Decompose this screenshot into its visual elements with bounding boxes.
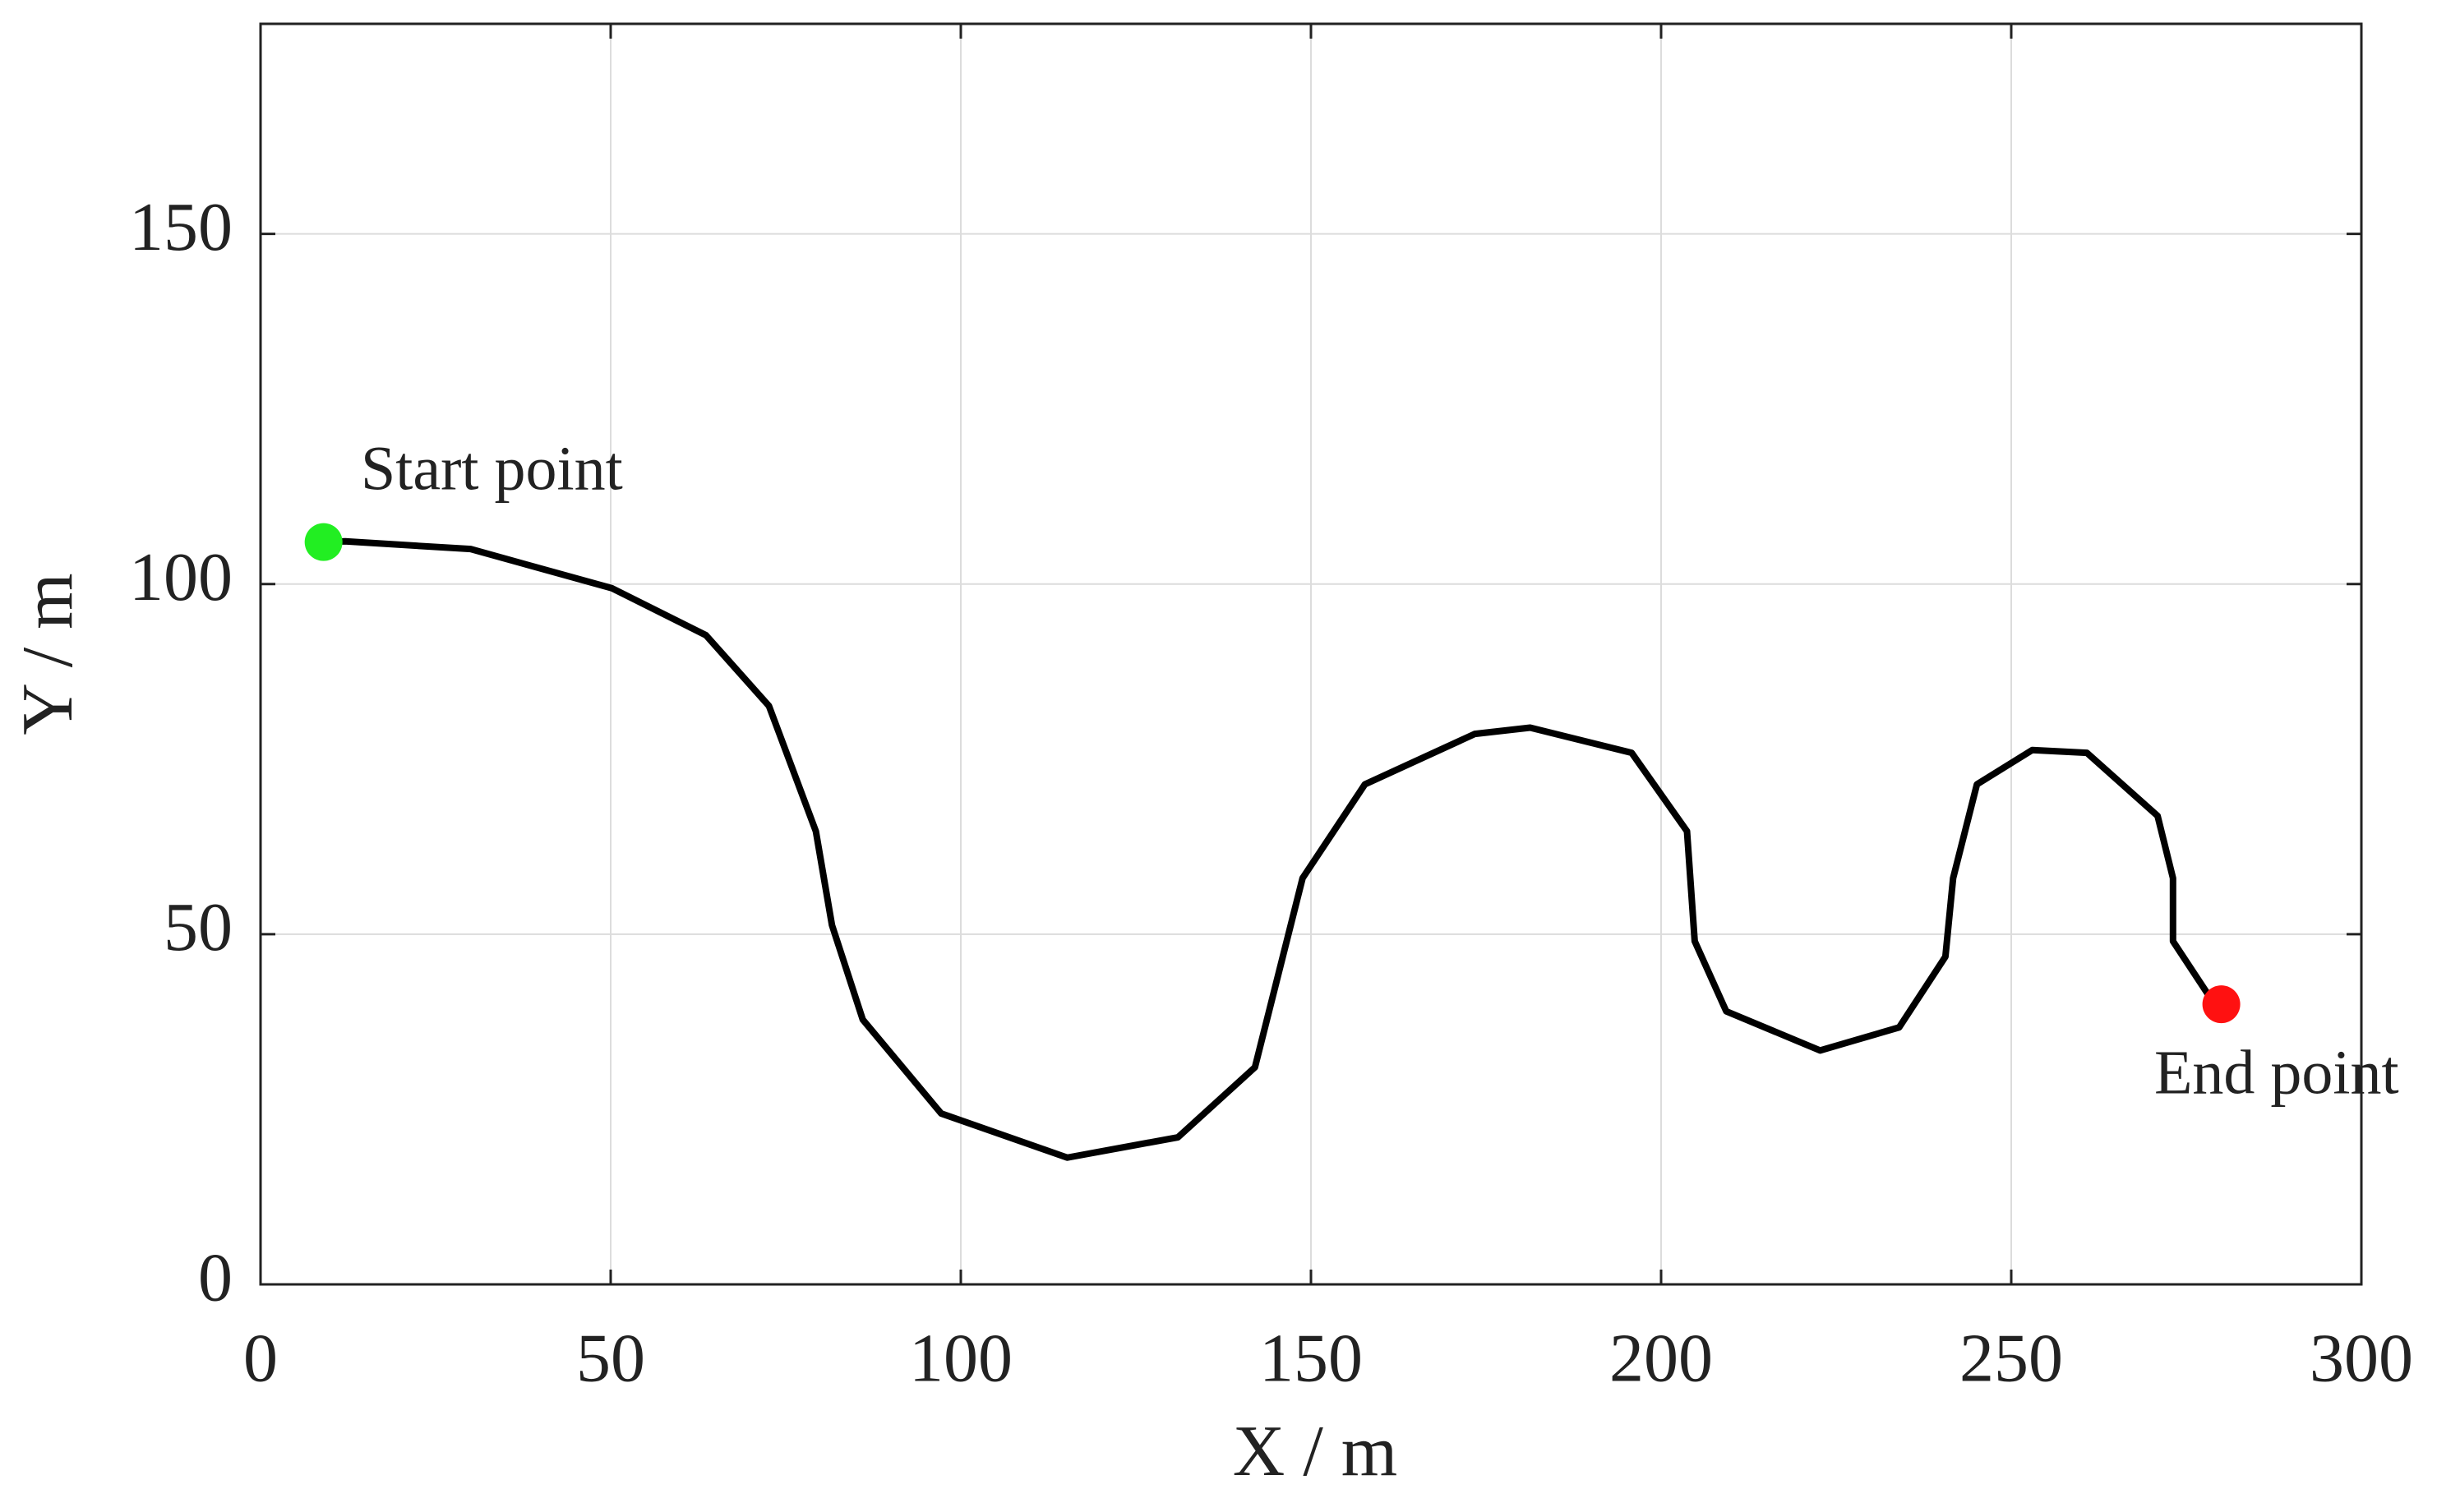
point-marker — [304, 523, 343, 561]
y-tick-label: 150 — [129, 189, 233, 265]
annotation: End point — [2154, 1038, 2399, 1107]
x-tick-label: 50 — [576, 1320, 645, 1396]
y-tick-label: 100 — [129, 539, 233, 615]
y-axis-label: Y / m — [8, 573, 88, 735]
x-tick-label: 100 — [909, 1320, 1013, 1396]
x-tick-label: 300 — [2310, 1320, 2413, 1396]
x-tick-label: 250 — [1959, 1320, 2063, 1396]
x-axis-label: X / m — [1233, 1412, 1397, 1491]
x-tick-label: 0 — [243, 1320, 278, 1396]
y-tick-label: 0 — [198, 1239, 233, 1316]
y-tick-label: 50 — [164, 889, 233, 966]
x-tick-label: 150 — [1259, 1320, 1363, 1396]
plot-frame — [259, 22, 2363, 1286]
annotation: Start point — [361, 434, 623, 503]
point-marker — [2202, 985, 2241, 1024]
trajectory-line — [320, 537, 2225, 1161]
x-tick-label: 200 — [1609, 1320, 1713, 1396]
